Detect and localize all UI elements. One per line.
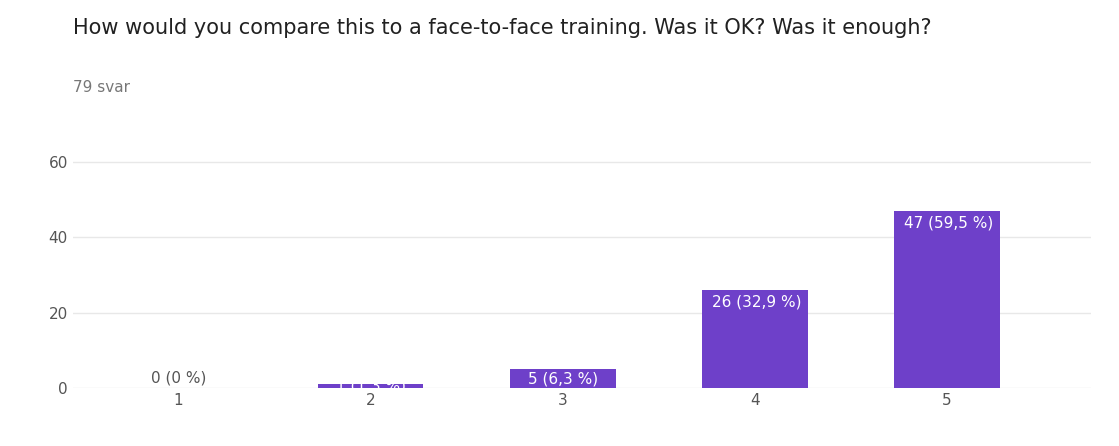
- Text: 1 (1,3 %): 1 (1,3 %): [336, 379, 405, 394]
- Text: 0 (0 %): 0 (0 %): [151, 370, 206, 385]
- Text: 26 (32,9 %): 26 (32,9 %): [712, 294, 801, 310]
- Text: 5 (6,3 %): 5 (6,3 %): [527, 371, 598, 386]
- Bar: [510, 369, 615, 388]
- Text: How would you compare this to a face-to-face training. Was it OK? Was it enough?: How would you compare this to a face-to-…: [73, 18, 931, 38]
- Bar: [702, 290, 808, 388]
- Bar: [318, 384, 423, 388]
- Text: 47 (59,5 %): 47 (59,5 %): [904, 215, 993, 230]
- Text: 79 svar: 79 svar: [73, 80, 130, 95]
- Bar: [894, 211, 999, 388]
